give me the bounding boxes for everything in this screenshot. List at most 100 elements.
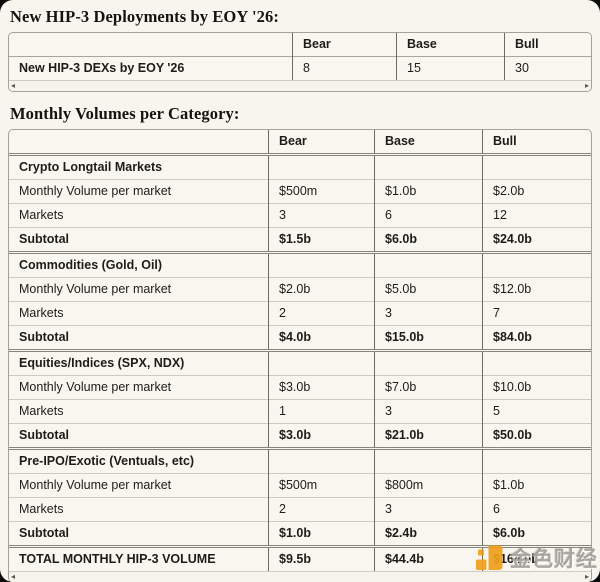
value-cell-bear: 8 [292, 56, 397, 80]
empty-cell [482, 349, 591, 376]
scroll-left-icon[interactable]: ◂ [11, 81, 16, 90]
value-cell: 6 [482, 497, 591, 522]
section1-heading: New HIP-3 Deployments by EOY '26: [10, 7, 279, 26]
empty-cell [268, 251, 375, 278]
table-row: Subtotal $1.0b $2.4b $6.0b [9, 521, 591, 547]
value-cell: $1.0b [268, 521, 375, 547]
row-label: Monthly Volume per market [9, 473, 269, 498]
empty-cell [374, 349, 483, 376]
col-header-base: Base [374, 130, 483, 155]
table-row: Subtotal $4.0b $15.0b $84.0b [9, 325, 591, 351]
deployments-table: Bear Base Bull New HIP-3 DEXs by EOY '26… [9, 33, 591, 80]
value-cell: 2 [268, 497, 375, 522]
empty-cell [374, 447, 483, 474]
value-cell: $800m [374, 473, 483, 498]
table-row: Subtotal $3.0b $21.0b $50.0b [9, 423, 591, 449]
row-label: Monthly Volume per market [9, 375, 269, 400]
value-cell: $2.0b [268, 277, 375, 302]
table-row: Markets 2 3 6 [9, 497, 591, 522]
header-row: Bear Base Bull [9, 33, 591, 57]
col-header-bull: Bull [504, 33, 591, 57]
value-cell: $3.0b [268, 423, 375, 449]
value-cell: $1.0b [482, 473, 591, 498]
category-header-row: Crypto Longtail Markets [9, 153, 591, 180]
col-header-empty [9, 130, 269, 155]
category-label: Pre-IPO/Exotic (Ventuals, etc) [9, 447, 269, 474]
value-cell: 2 [268, 301, 375, 326]
value-cell: $500m [268, 179, 375, 204]
row-label: Markets [9, 301, 269, 326]
header-row: Bear Base Bull [9, 130, 591, 155]
table-row: Markets 3 6 12 [9, 203, 591, 228]
scroll-right-icon[interactable]: ▸ [584, 81, 589, 90]
row-label: Subtotal [9, 423, 269, 449]
row-label: Monthly Volume per market [9, 179, 269, 204]
value-cell: $6.0b [374, 227, 483, 253]
empty-cell [374, 251, 483, 278]
value-cell: $12.0b [482, 277, 591, 302]
table-row: Markets 2 3 7 [9, 301, 591, 326]
value-cell: 12 [482, 203, 591, 228]
table-row: Monthly Volume per market $500m $800m $1.0b [9, 473, 591, 498]
table-row: Markets 1 3 5 [9, 399, 591, 424]
empty-cell [482, 153, 591, 180]
deployments-table-wrapper[interactable]: Bear Base Bull New HIP-3 DEXs by EOY '26… [8, 32, 592, 92]
value-cell: $5.0b [374, 277, 483, 302]
category-label: Commodities (Gold, Oil) [9, 251, 269, 278]
table-row: Monthly Volume per market $500m $1.0b $2.0b [9, 179, 591, 204]
total-value-cell: $44.4b [374, 545, 483, 571]
empty-cell [268, 349, 375, 376]
value-cell: 7 [482, 301, 591, 326]
category-label: Equities/Indices (SPX, NDX) [9, 349, 269, 376]
table-row: Monthly Volume per market $3.0b $7.0b $10.0… [9, 375, 591, 400]
total-value-cell: $9.5b [268, 545, 375, 571]
col-header-bull: Bull [482, 130, 591, 155]
value-cell: $3.0b [268, 375, 375, 400]
horizontal-scrollbar[interactable]: ◂ ▸ [9, 80, 591, 91]
value-cell: $24.0b [482, 227, 591, 253]
value-cell: 3 [374, 301, 483, 326]
col-header-base: Base [396, 33, 505, 57]
col-header-bear: Bear [268, 130, 375, 155]
value-cell: $6.0b [482, 521, 591, 547]
value-cell: $2.4b [374, 521, 483, 547]
value-cell: $500m [268, 473, 375, 498]
value-cell: $4.0b [268, 325, 375, 351]
row-label: Subtotal [9, 325, 269, 351]
category-header-row: Equities/Indices (SPX, NDX) [9, 349, 591, 376]
value-cell: $7.0b [374, 375, 483, 400]
value-cell: $1.5b [268, 227, 375, 253]
total-label: TOTAL MONTHLY HIP-3 VOLUME [9, 545, 269, 571]
row-label: Markets [9, 497, 269, 522]
value-cell: 3 [374, 399, 483, 424]
value-cell: 5 [482, 399, 591, 424]
value-cell: $15.0b [374, 325, 483, 351]
scroll-left-icon[interactable]: ◂ [11, 572, 16, 581]
value-cell: 1 [268, 399, 375, 424]
horizontal-scrollbar[interactable]: ◂ ▸ [9, 571, 591, 582]
scroll-right-icon[interactable]: ▸ [584, 572, 589, 581]
value-cell-bull: 30 [504, 56, 591, 80]
empty-cell [268, 153, 375, 180]
total-value-cell: $164.0b [482, 545, 591, 571]
row-label: Markets [9, 203, 269, 228]
category-label: Crypto Longtail Markets [9, 153, 269, 180]
value-cell-base: 15 [396, 56, 505, 80]
row-label: New HIP-3 DEXs by EOY '26 [9, 56, 293, 80]
value-cell: 3 [374, 497, 483, 522]
volumes-table-wrapper[interactable]: Bear Base Bull Crypto Longtail Markets Mo… [8, 129, 592, 582]
value-cell: $10.0b [482, 375, 591, 400]
row-label: Subtotal [9, 521, 269, 547]
empty-cell [482, 447, 591, 474]
row-label: Markets [9, 399, 269, 424]
category-header-row: Pre-IPO/Exotic (Ventuals, etc) [9, 447, 591, 474]
volumes-table: Bear Base Bull Crypto Longtail Markets Mo… [9, 130, 591, 571]
value-cell: $21.0b [374, 423, 483, 449]
section2-heading: Monthly Volumes per Category: [10, 104, 240, 123]
value-cell: $2.0b [482, 179, 591, 204]
total-row: TOTAL MONTHLY HIP-3 VOLUME $9.5b $44.4b $16… [9, 545, 591, 571]
row-label: Subtotal [9, 227, 269, 253]
empty-cell [268, 447, 375, 474]
value-cell: $50.0b [482, 423, 591, 449]
table-row: Subtotal $1.5b $6.0b $24.0b [9, 227, 591, 253]
